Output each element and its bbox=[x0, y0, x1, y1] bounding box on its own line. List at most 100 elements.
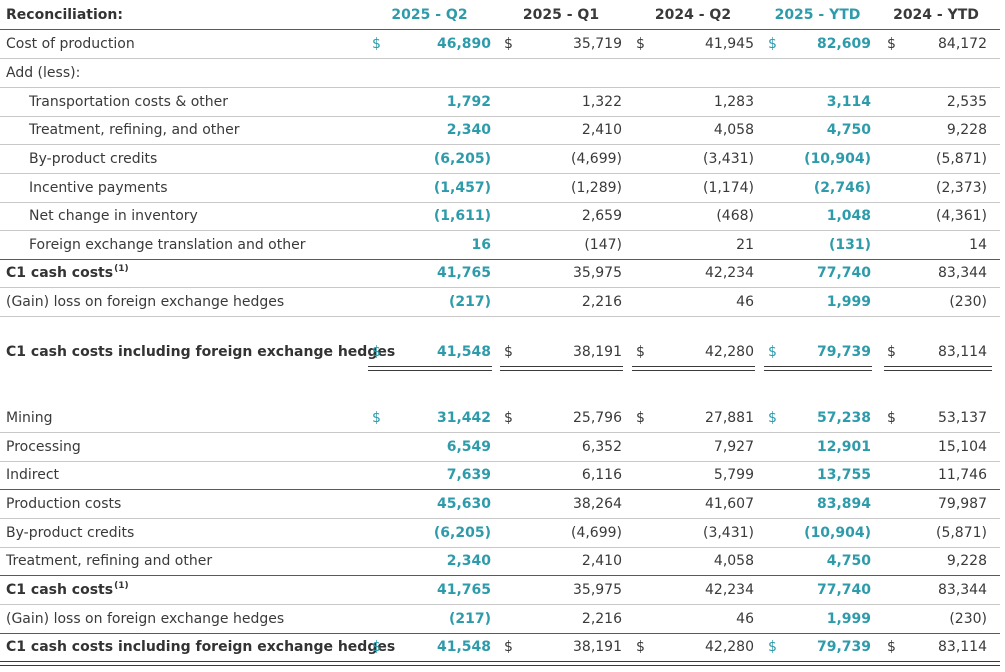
value-2025-ytd: 1,999 bbox=[826, 294, 871, 310]
currency-symbol: $ bbox=[372, 36, 381, 52]
row-label: (Gain) loss on foreign exchange hedges bbox=[6, 605, 284, 633]
column-header-2025-q2: 2025 - Q2 bbox=[391, 7, 468, 23]
value-2025-q1: (4,699) bbox=[570, 525, 622, 541]
table-row: By-product credits (6,205) (4,699) (3,431) (… bbox=[0, 519, 1005, 547]
value-2025-ytd: 82,609 bbox=[816, 36, 871, 52]
currency-symbol: $ bbox=[887, 410, 896, 426]
value-2025-q2: 2,340 bbox=[446, 122, 491, 138]
currency-symbol: $ bbox=[636, 410, 645, 426]
value-2024-ytd: (230) bbox=[949, 611, 987, 627]
value-2025-q2: 6,549 bbox=[446, 439, 491, 455]
row-divider bbox=[0, 547, 1000, 548]
total-double-rule bbox=[764, 366, 872, 371]
row-label: Incentive payments bbox=[29, 174, 168, 202]
row-divider bbox=[0, 116, 1000, 117]
value-2025-q1: 35,719 bbox=[573, 36, 622, 52]
table-row: Indirect 7,639 6,116 5,799 13,755 11,746 bbox=[0, 461, 1005, 489]
value-2025-q1: 6,352 bbox=[581, 439, 622, 455]
table-row: Add (less): bbox=[0, 59, 1005, 87]
table-row: C1 cash costs(1) 41,765 35,975 42,234 77,740… bbox=[0, 576, 1005, 604]
value-2024-q2: 5,799 bbox=[713, 467, 754, 483]
value-2025-q2: 16 bbox=[471, 237, 491, 253]
row-label-text: Net change in inventory bbox=[29, 208, 198, 224]
currency-symbol: $ bbox=[887, 36, 896, 52]
subtotal-rule bbox=[0, 575, 1000, 576]
row-label-text: (Gain) loss on foreign exchange hedges bbox=[6, 294, 285, 310]
value-2025-q2: 1,792 bbox=[446, 94, 491, 110]
table-row: Treatment, refining, and other 2,340 2,410… bbox=[0, 116, 1005, 144]
value-2025-q2: (217) bbox=[448, 294, 491, 310]
table-row: Cost of production $46,890 $35,719 $41,945 $… bbox=[0, 30, 1005, 58]
column-header-2024-ytd: 2024 - YTD bbox=[893, 7, 979, 23]
value-2024-q2: 42,234 bbox=[705, 265, 754, 281]
value-2024-q2: (3,431) bbox=[702, 525, 754, 541]
value-2025-ytd: 13,755 bbox=[816, 467, 871, 483]
value-2024-ytd: (5,871) bbox=[935, 151, 987, 167]
row-divider bbox=[0, 58, 1000, 59]
table-row: Processing 6,549 6,352 7,927 12,901 15,104 bbox=[0, 433, 1005, 461]
header-row: Reconciliation: 2025 - Q2 2025 - Q1 2024… bbox=[0, 1, 1005, 29]
currency-symbol: $ bbox=[372, 639, 381, 655]
value-2025-q1: 2,216 bbox=[581, 294, 622, 310]
row-label-text: Treatment, refining, and other bbox=[29, 122, 240, 138]
row-label: (Gain) loss on foreign exchange hedges bbox=[6, 288, 284, 316]
value-2025-q1: (1,289) bbox=[570, 180, 622, 196]
value-2025-ytd: 83,894 bbox=[816, 496, 871, 512]
row-label-text: C1 cash costs including foreign exchange… bbox=[6, 639, 396, 655]
currency-symbol: $ bbox=[887, 344, 896, 360]
row-label: Transportation costs & other bbox=[29, 88, 228, 116]
value-2025-q2: (6,205) bbox=[433, 525, 491, 541]
value-2025-q2: 46,890 bbox=[436, 36, 491, 52]
value-2024-q2: 42,234 bbox=[705, 582, 754, 598]
value-2025-q1: 2,410 bbox=[581, 553, 622, 569]
value-2025-q2: 45,630 bbox=[436, 496, 491, 512]
value-2024-q2: 4,058 bbox=[713, 122, 754, 138]
footnote-marker: (1) bbox=[114, 581, 129, 591]
value-2024-ytd: 9,228 bbox=[946, 553, 987, 569]
value-2025-q1: 25,796 bbox=[573, 410, 622, 426]
value-2024-q2: 41,607 bbox=[705, 496, 754, 512]
table-row: (Gain) loss on foreign exchange hedges (2… bbox=[0, 288, 1005, 316]
currency-symbol: $ bbox=[636, 36, 645, 52]
value-2024-q2: 42,280 bbox=[705, 344, 754, 360]
value-2025-ytd: (131) bbox=[828, 237, 871, 253]
value-2025-q2: 41,765 bbox=[436, 582, 491, 598]
column-header-2024-q2: 2024 - Q2 bbox=[654, 7, 732, 23]
value-2024-q2: 4,058 bbox=[713, 553, 754, 569]
subtotal-rule bbox=[0, 259, 1000, 260]
row-label: Production costs bbox=[6, 490, 121, 518]
currency-symbol: $ bbox=[768, 410, 777, 426]
row-label-text: C1 cash costs bbox=[6, 265, 114, 281]
table-row: Net change in inventory (1,611) 2,659 (468)… bbox=[0, 202, 1005, 230]
value-2024-ytd: 83,114 bbox=[938, 344, 987, 360]
value-2024-ytd: (5,871) bbox=[935, 525, 987, 541]
currency-symbol: $ bbox=[768, 639, 777, 655]
total-double-rule bbox=[632, 366, 755, 371]
value-2025-q1: 6,116 bbox=[581, 467, 622, 483]
value-2025-q1: 35,975 bbox=[573, 265, 622, 281]
row-divider bbox=[0, 461, 1000, 462]
row-label: Indirect bbox=[6, 461, 59, 489]
row-divider bbox=[0, 287, 1000, 288]
row-label-text: Processing bbox=[6, 439, 81, 455]
row-divider bbox=[0, 604, 1000, 605]
table-row: C1 cash costs including foreign exchange… bbox=[0, 338, 1005, 366]
row-label-text: (Gain) loss on foreign exchange hedges bbox=[6, 611, 285, 627]
value-2025-ytd: 79,739 bbox=[816, 344, 871, 360]
currency-symbol: $ bbox=[504, 410, 513, 426]
table-title: Reconciliation: bbox=[6, 7, 123, 23]
row-label-text: Cost of production bbox=[6, 36, 135, 52]
row-divider bbox=[0, 173, 1000, 174]
value-2024-q2: (468) bbox=[716, 208, 754, 224]
currency-symbol: $ bbox=[768, 344, 777, 360]
value-2024-ytd: 84,172 bbox=[938, 36, 987, 52]
value-2024-q2: 1,283 bbox=[713, 94, 754, 110]
value-2024-ytd: 15,104 bbox=[938, 439, 987, 455]
row-label: Treatment, refining, and other bbox=[29, 116, 240, 144]
value-2025-ytd: 57,238 bbox=[816, 410, 871, 426]
value-2025-ytd: (2,746) bbox=[813, 180, 871, 196]
row-label: Processing bbox=[6, 433, 81, 461]
table-row: C1 cash costs including foreign exchange… bbox=[0, 633, 1005, 661]
row-label: Foreign exchange translation and other bbox=[29, 231, 305, 259]
value-2025-ytd: (10,904) bbox=[804, 525, 871, 541]
